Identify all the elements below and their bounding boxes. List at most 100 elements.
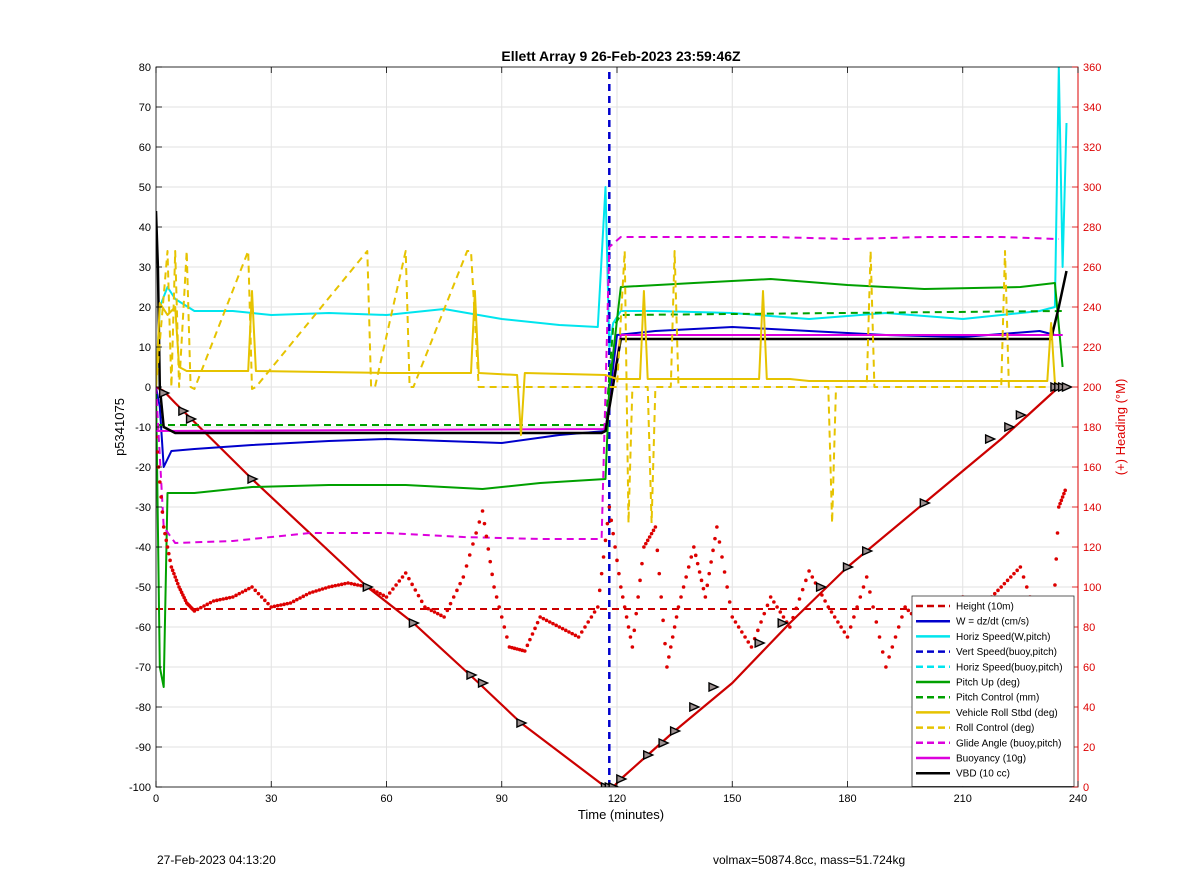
y2-tick-label: 340 [1083, 102, 1101, 114]
heading-point [505, 635, 509, 639]
heading-point [349, 581, 354, 586]
y2-tick-label: 220 [1083, 342, 1101, 354]
legend-box [911, 595, 1075, 787]
heading-point [705, 583, 710, 588]
y-tick-label: -40 [135, 542, 151, 554]
heading-point [649, 531, 654, 536]
heading-point [693, 553, 698, 558]
depth-marker [754, 637, 766, 649]
heading-point [400, 575, 405, 579]
heading-point [492, 585, 496, 589]
heading-point [839, 625, 843, 629]
heading-point [499, 615, 504, 619]
y2-tick-label: 120 [1083, 542, 1101, 554]
legend-entry: VBD (10 cc) [956, 769, 1010, 780]
heading-point [1062, 491, 1066, 496]
heading-point [477, 520, 482, 524]
legend-entry: Pitch Control (mm) [956, 693, 1039, 704]
heading-point [717, 540, 722, 544]
heading-point [256, 591, 261, 596]
heading-point [720, 555, 724, 559]
heading-point [535, 620, 540, 625]
heading-point [707, 571, 711, 576]
heading-point [381, 593, 386, 598]
heading-point [810, 575, 815, 579]
heading-point [676, 605, 681, 609]
heading-point [538, 615, 542, 619]
heading-point [458, 581, 462, 586]
heading-point [681, 585, 686, 589]
heading-point [634, 611, 639, 616]
heading-point [619, 585, 623, 589]
heading-point [211, 599, 216, 603]
heading-point [647, 535, 652, 539]
y-tick-label: -60 [135, 622, 151, 634]
legend-entry: Horiz Speed(W,pitch) [956, 632, 1050, 643]
heading-point [237, 591, 242, 596]
heading-point [182, 595, 186, 600]
heading-point [567, 630, 571, 634]
heading-point [672, 625, 677, 629]
depth-marker [777, 617, 789, 629]
heading-point [240, 590, 245, 594]
heading-point [247, 586, 251, 591]
y2-tick-label: 280 [1083, 222, 1101, 234]
legend-entry: Horiz Speed(buoy,pitch) [956, 662, 1063, 673]
heading-point [272, 604, 277, 609]
heading-point [874, 620, 879, 624]
heading-point [156, 450, 160, 454]
heading-point [800, 587, 805, 592]
heading-point [759, 620, 763, 624]
heading-point [1002, 581, 1007, 586]
y2-tick-label: 0 [1083, 782, 1089, 794]
heading-point [653, 525, 658, 529]
heading-point [224, 596, 229, 601]
heading-point [1056, 505, 1061, 509]
heading-point [291, 599, 296, 604]
x-tick-label: 0 [153, 793, 159, 805]
heading-point [1018, 565, 1023, 569]
depth-marker [158, 387, 171, 399]
heading-point [307, 591, 312, 595]
heading-point [651, 528, 656, 533]
heading-point [999, 585, 1003, 589]
heading-point [218, 597, 222, 602]
heading-point [343, 581, 347, 586]
heading-point [836, 620, 840, 624]
y-tick-label: 20 [139, 302, 151, 314]
heading-point [199, 605, 203, 610]
heading-point [560, 626, 565, 631]
y-tick-label: 0 [145, 382, 151, 394]
heading-point [1008, 575, 1013, 579]
heading-point [845, 635, 850, 639]
heading-point [269, 605, 274, 609]
depth-marker [408, 617, 421, 629]
depth-marker [984, 433, 997, 445]
heading-point [1021, 575, 1026, 579]
heading-point [615, 558, 619, 563]
heading-point [697, 570, 702, 574]
heading-point [336, 583, 341, 587]
depth-marker [1015, 409, 1028, 421]
y-tick-label: -50 [135, 582, 151, 594]
heading-point [826, 605, 831, 609]
x-axis-label: Time (minutes) [578, 807, 664, 822]
heading-point [467, 553, 472, 557]
heading-point [695, 561, 700, 566]
heading-point [1012, 571, 1016, 576]
heading-point [158, 480, 162, 484]
heading-point [215, 598, 219, 603]
legend-entry: Vehicle Roll Stbd (deg) [956, 708, 1058, 719]
depth-markers [158, 381, 1074, 787]
legend-entry: Pitch Up (deg) [956, 678, 1020, 689]
heading-point [394, 583, 398, 587]
y2-tick-label: 60 [1083, 662, 1095, 674]
series-w_dzdt [156, 326, 1063, 468]
heading-point [611, 531, 615, 536]
heading-point [670, 635, 675, 639]
heading-point [423, 605, 427, 609]
heading-point [387, 591, 392, 595]
x-tick-label: 240 [1069, 793, 1087, 805]
heading-point [657, 571, 662, 576]
